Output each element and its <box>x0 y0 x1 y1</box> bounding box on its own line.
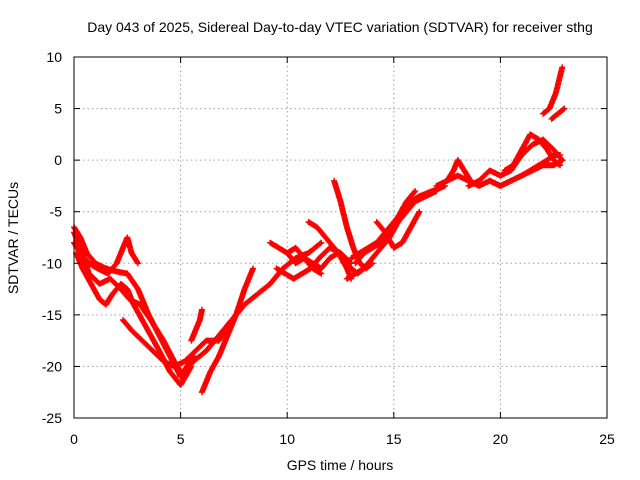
series-track-23 <box>518 151 564 179</box>
marker-path <box>540 64 566 117</box>
marker-path <box>120 317 231 370</box>
series-track-19 <box>444 157 474 184</box>
chart-title: Day 043 of 2025, Sidereal Day-to-day VTE… <box>87 19 593 35</box>
y-tick-label: -20 <box>42 358 62 374</box>
marker-path <box>548 105 568 122</box>
series-track-7 <box>198 265 257 396</box>
marker-path <box>198 265 257 396</box>
x-tick-label: 5 <box>177 431 185 447</box>
y-tick-label: -25 <box>42 410 62 426</box>
y-tick-label: -15 <box>42 307 62 323</box>
series-track-6 <box>188 306 205 344</box>
y-tick-label: 5 <box>54 101 62 117</box>
axis-ticks: 0 5 10 15 20 25 -25 -20 -15 -10 -5 0 5 10 <box>42 49 615 447</box>
x-tick-label: 15 <box>386 431 402 447</box>
series-track-22 <box>501 131 564 174</box>
series-track-11 <box>284 250 325 277</box>
marker-path <box>343 188 440 282</box>
y-axis-label: SDTVAR / TECUs <box>5 182 21 294</box>
marker-path <box>373 208 423 251</box>
marker-path <box>518 151 564 179</box>
x-tick-label: 20 <box>493 431 509 447</box>
grid <box>74 57 607 418</box>
x-tick-label: 10 <box>279 431 295 447</box>
x-tick-label: 0 <box>70 431 78 447</box>
x-axis-label: GPS time / hours <box>287 457 394 473</box>
y-tick-label: -10 <box>42 255 62 271</box>
y-tick-label: -5 <box>50 204 63 220</box>
series-track-17 <box>373 208 423 251</box>
series-track-25 <box>548 105 568 122</box>
y-tick-label: 10 <box>46 49 62 65</box>
plot-frame <box>73 56 608 419</box>
marker-path <box>444 157 474 184</box>
y-tick-label: 0 <box>54 152 62 168</box>
series-track-14 <box>343 188 440 282</box>
data-points <box>71 64 568 396</box>
marker-path <box>501 131 564 174</box>
x-tick-label: 25 <box>599 431 615 447</box>
series-track-5 <box>120 317 231 370</box>
marker-path <box>188 306 205 344</box>
marker-path <box>284 250 325 277</box>
series-track-24 <box>540 64 566 117</box>
